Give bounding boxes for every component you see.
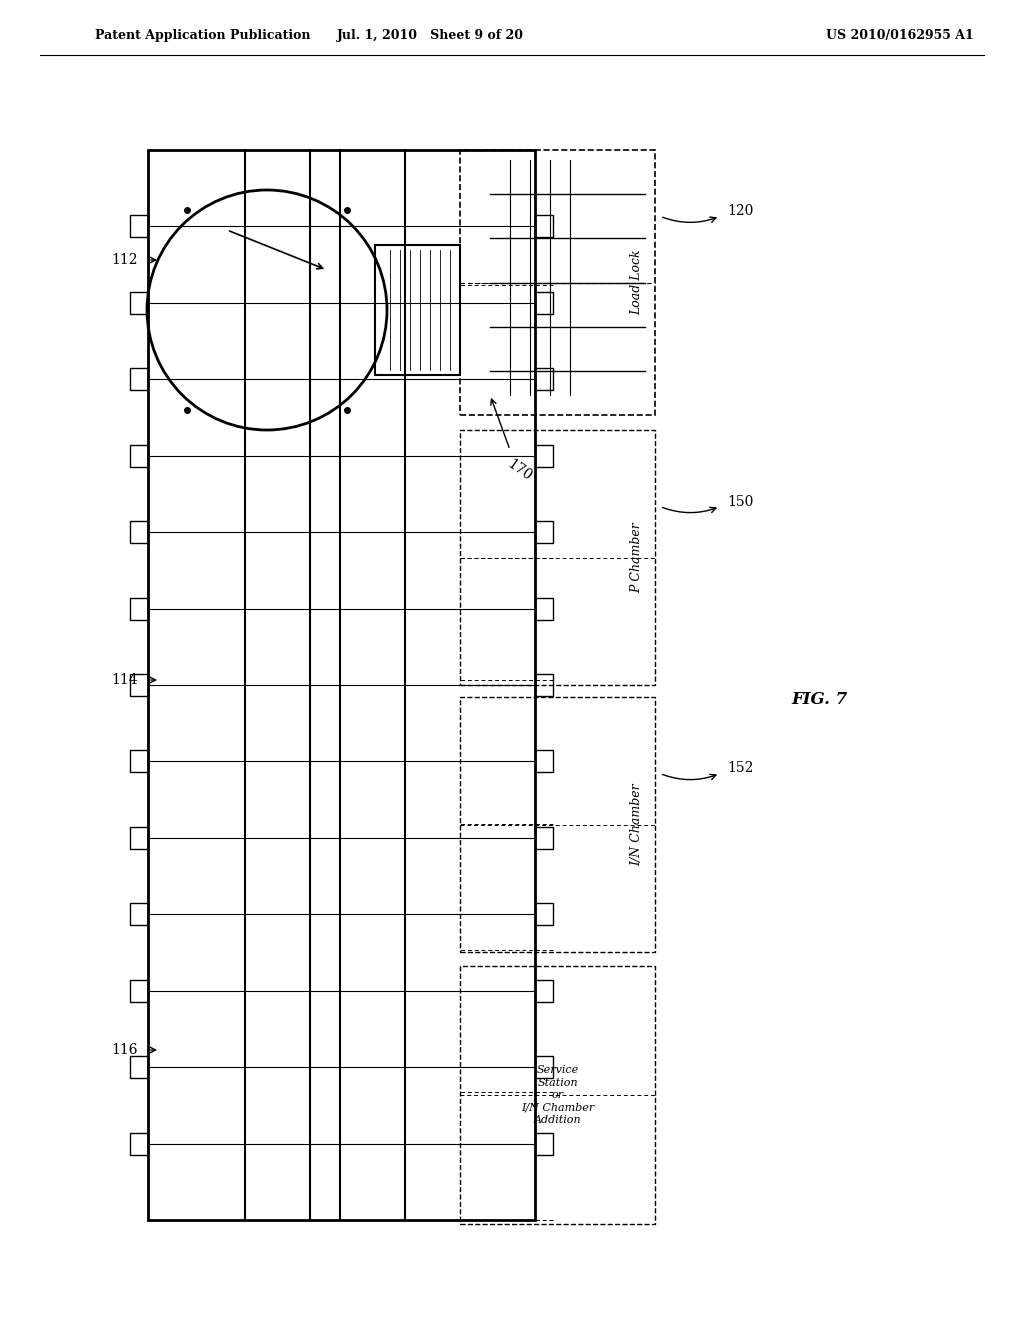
Text: Jul. 1, 2010   Sheet 9 of 20: Jul. 1, 2010 Sheet 9 of 20 — [337, 29, 523, 41]
Text: FIG. 7: FIG. 7 — [792, 692, 848, 709]
Text: 120: 120 — [727, 205, 754, 218]
Text: 150: 150 — [727, 495, 754, 508]
Text: 112: 112 — [112, 253, 138, 267]
Text: I/N Chamber: I/N Chamber — [631, 783, 643, 866]
Text: Patent Application Publication: Patent Application Publication — [95, 29, 310, 41]
Text: 170: 170 — [505, 457, 535, 483]
Text: US 2010/0162955 A1: US 2010/0162955 A1 — [826, 29, 974, 41]
Text: 116: 116 — [112, 1043, 138, 1057]
Text: 152: 152 — [727, 762, 754, 776]
Text: 114: 114 — [112, 673, 138, 686]
Text: P Chamber: P Chamber — [631, 523, 643, 593]
Text: Service
Station
or
I/N Chamber
Addition: Service Station or I/N Chamber Addition — [521, 1065, 594, 1125]
Text: Load Lock: Load Lock — [631, 249, 643, 315]
